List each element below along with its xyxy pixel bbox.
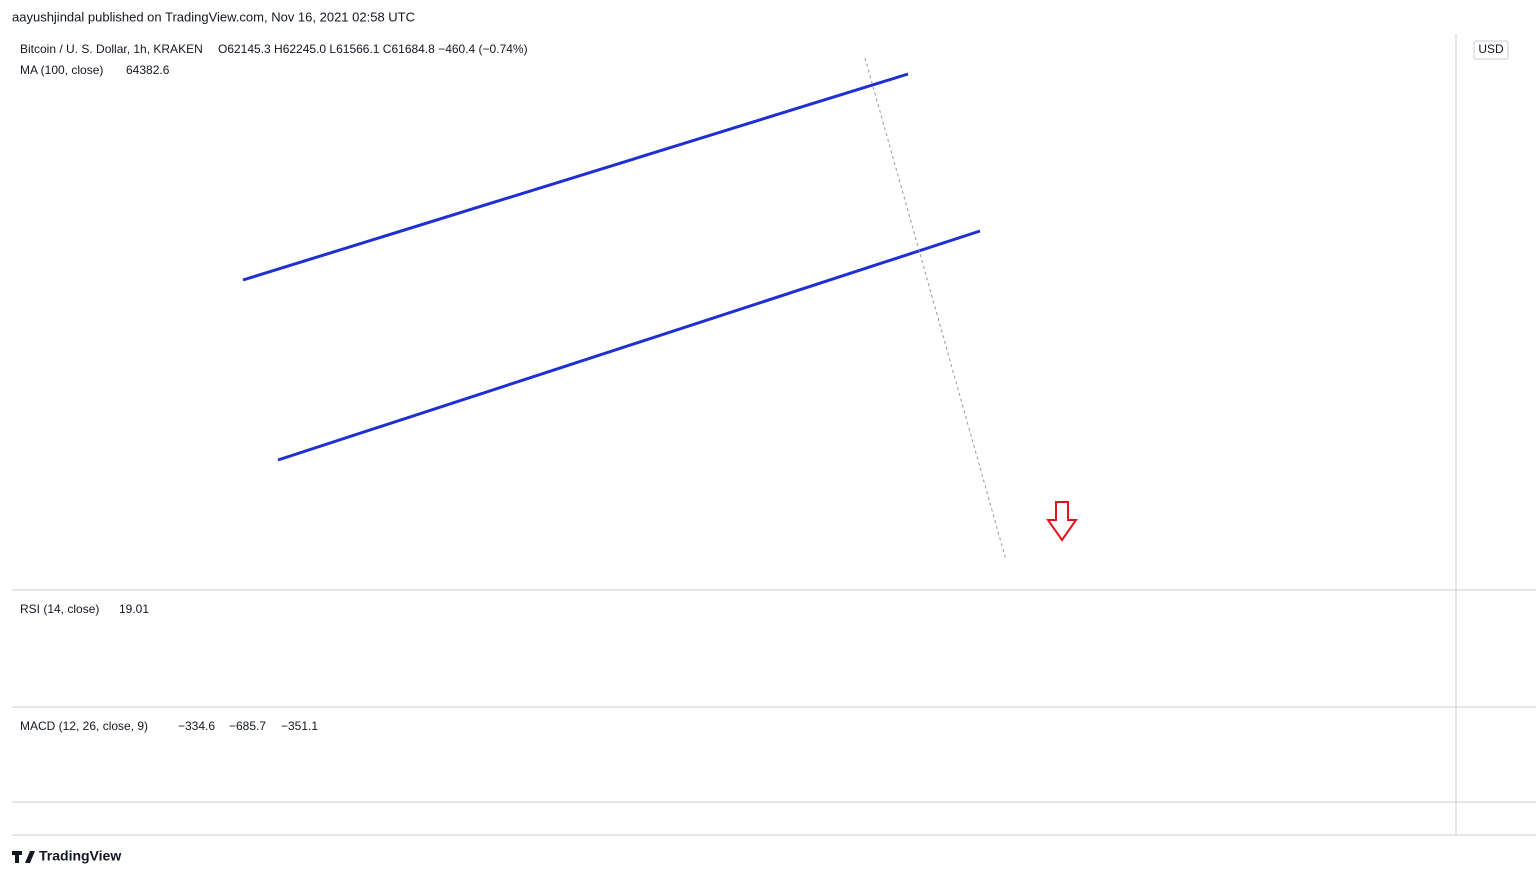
macd-hist-value: −334.6 xyxy=(178,719,215,733)
currency-box xyxy=(1473,40,1509,60)
fib-trend-line xyxy=(864,57,1007,561)
currency: USD xyxy=(1478,42,1504,56)
channel-lower xyxy=(277,229,981,462)
macd-value: −685.7 xyxy=(229,719,266,733)
ma-title: MA (100, close) xyxy=(20,63,103,77)
ohlc-legend: O62145.3 H62245.0 L61566.1 C61684.8 −460… xyxy=(218,42,528,56)
tradingview-logo xyxy=(12,851,35,863)
publisher-header: aayushjindal published on TradingView.co… xyxy=(12,9,415,24)
ma-value: 64382.6 xyxy=(126,63,170,77)
channel-upper xyxy=(242,72,909,282)
down-arrow xyxy=(1046,501,1078,542)
rsi-title: RSI (14, close) xyxy=(20,602,99,616)
footer-brand: TradingView xyxy=(39,848,121,864)
symbol-title: Bitcoin / U. S. Dollar, 1h, KRAKEN xyxy=(20,42,203,56)
macd-signal-value: −351.1 xyxy=(281,719,318,733)
macd-title: MACD (12, 26, close, 9) xyxy=(20,719,148,733)
rsi-value: 19.01 xyxy=(119,602,149,616)
